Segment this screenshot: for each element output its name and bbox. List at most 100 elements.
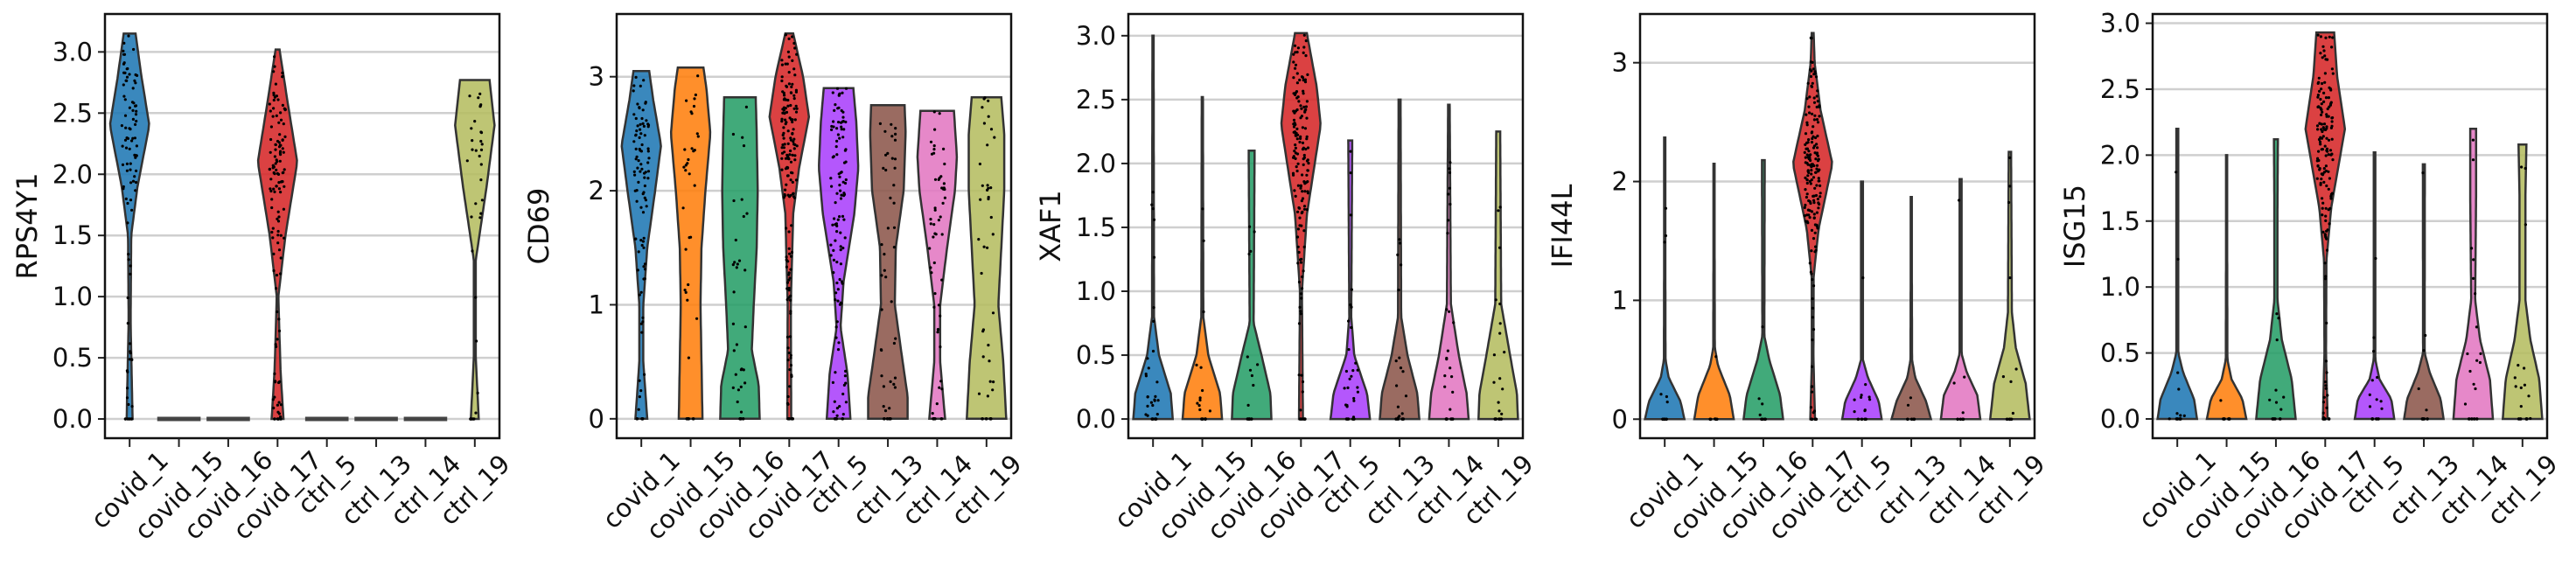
data-point: [795, 107, 799, 110]
data-point: [835, 127, 839, 130]
data-point: [892, 246, 896, 249]
data-point: [832, 248, 835, 252]
data-point: [134, 189, 137, 192]
data-point: [273, 65, 276, 68]
data-point: [785, 174, 790, 178]
data-point: [1450, 375, 1454, 379]
data-point: [122, 94, 126, 98]
data-point: [274, 343, 277, 346]
data-point: [1298, 206, 1302, 210]
data-point: [2322, 100, 2326, 103]
data-point: [1906, 403, 1910, 407]
data-point: [936, 331, 939, 334]
data-point: [690, 147, 694, 150]
data-point: [637, 180, 640, 184]
data-point: [696, 135, 700, 138]
data-point: [1302, 51, 1305, 55]
data-point: [1151, 207, 1155, 211]
data-point: [1292, 122, 1295, 126]
y-tick-label: 0: [1612, 404, 1628, 434]
data-point: [130, 139, 134, 143]
y-tick-label: 2: [1612, 167, 1628, 197]
data-point: [633, 237, 637, 241]
data-point: [471, 249, 474, 253]
data-point: [784, 122, 787, 126]
data-point: [1805, 161, 1809, 165]
data-point: [1493, 417, 1497, 421]
violin-body: [669, 66, 712, 421]
data-point: [1497, 401, 1500, 404]
data-point: [1501, 387, 1504, 391]
data-point: [842, 161, 847, 164]
violin-body: [768, 31, 811, 421]
data-point: [739, 410, 743, 414]
data-point: [1805, 213, 1809, 217]
y-tick-label: 1: [589, 289, 604, 319]
data-point: [276, 403, 279, 407]
data-point: [1809, 406, 1813, 409]
data-point: [2222, 417, 2225, 421]
data-point: [1396, 253, 1400, 256]
data-point: [1853, 410, 1856, 414]
data-point: [788, 335, 792, 338]
data-point: [479, 212, 483, 215]
data-point: [1810, 131, 1813, 135]
data-point: [787, 82, 792, 86]
data-point: [1305, 208, 1309, 212]
data-point: [837, 93, 841, 96]
data-point: [2331, 116, 2335, 120]
data-point: [834, 201, 837, 205]
data-point: [135, 109, 138, 113]
data-point: [744, 105, 749, 108]
data-point: [1807, 105, 1811, 108]
data-point: [1153, 399, 1156, 402]
data-point: [1343, 387, 1346, 390]
data-point: [782, 98, 786, 101]
data-point: [1302, 153, 1306, 157]
data-point: [1401, 370, 1405, 373]
data-point: [272, 91, 276, 94]
data-point: [1812, 194, 1815, 198]
data-point: [882, 405, 885, 408]
data-point: [1307, 162, 1310, 165]
data-point: [1302, 157, 1305, 161]
data-point: [132, 47, 136, 52]
violin-ctrl_14: [1939, 178, 1982, 422]
data-point: [1958, 417, 1963, 422]
data-point: [1803, 206, 1806, 209]
data-point: [1803, 150, 1806, 154]
data-point: [784, 62, 787, 66]
violin-covid_1: [1644, 136, 1686, 422]
violin-body: [2501, 143, 2544, 421]
data-point: [643, 176, 646, 179]
data-point: [126, 322, 129, 325]
data-point: [1349, 213, 1352, 217]
data-point: [639, 122, 642, 126]
data-point: [1963, 375, 1966, 379]
data-point: [786, 394, 790, 399]
data-point: [134, 81, 137, 85]
data-point: [1808, 95, 1812, 99]
violin-body: [719, 95, 761, 421]
data-point: [1498, 246, 1502, 249]
data-point: [2318, 89, 2321, 93]
data-point: [2330, 67, 2334, 71]
data-point: [843, 374, 848, 378]
data-point: [836, 348, 841, 352]
data-point: [1151, 349, 1155, 353]
data-point: [933, 232, 937, 235]
data-point: [982, 245, 986, 248]
data-point: [2325, 406, 2328, 409]
data-point: [281, 71, 284, 74]
data-point: [1809, 74, 1813, 79]
data-point: [789, 356, 792, 359]
data-point: [986, 246, 989, 249]
data-point: [272, 269, 276, 273]
data-point: [1199, 366, 1203, 369]
data-point: [780, 146, 784, 150]
data-point: [283, 135, 287, 138]
data-point: [1952, 381, 1956, 385]
data-point: [282, 150, 285, 154]
data-point: [1294, 194, 1297, 198]
data-point: [883, 269, 886, 272]
